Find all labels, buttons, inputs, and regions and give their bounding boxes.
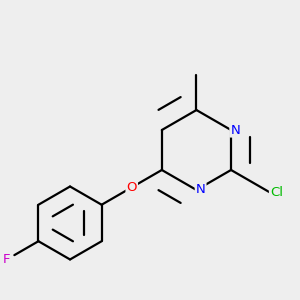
Text: N: N <box>196 184 206 196</box>
Text: N: N <box>230 124 240 136</box>
Text: Cl: Cl <box>270 186 283 199</box>
Text: F: F <box>3 253 10 266</box>
Text: O: O <box>127 181 137 194</box>
